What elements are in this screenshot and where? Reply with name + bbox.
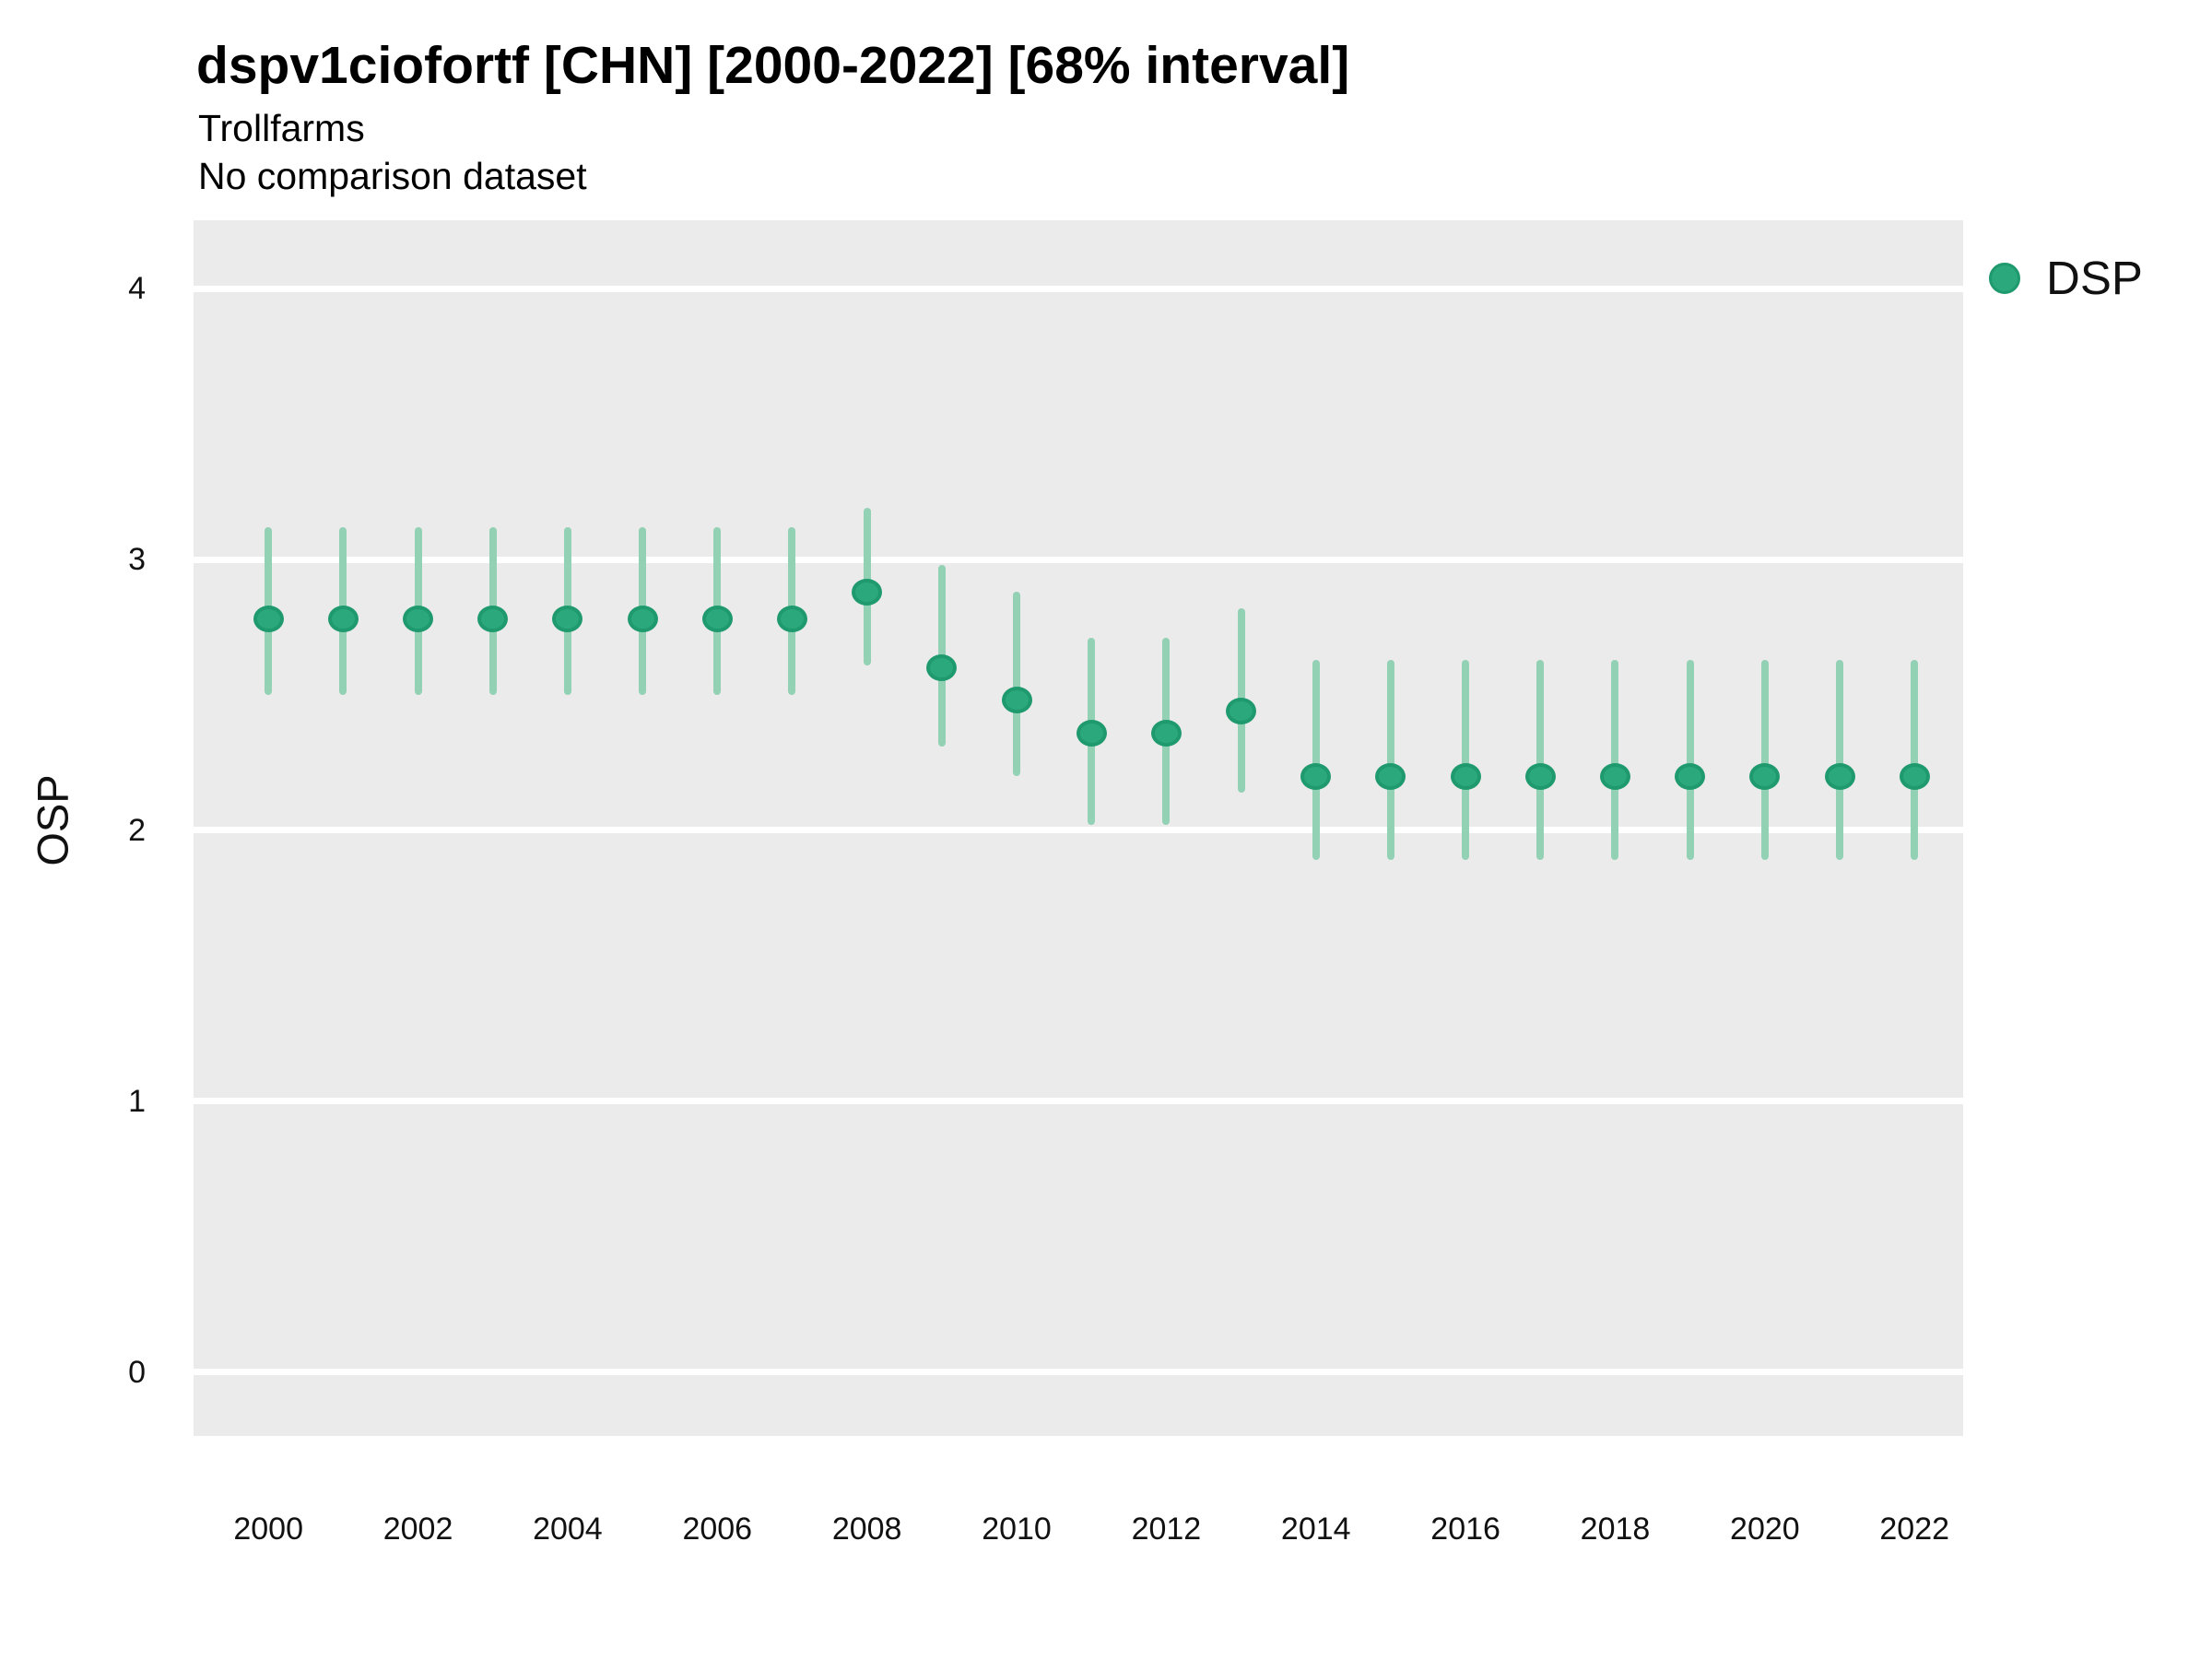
data-point [1300, 762, 1332, 790]
data-point [776, 606, 807, 633]
legend: DSP [1989, 251, 2143, 305]
interval-line [1536, 659, 1545, 861]
data-point [1899, 762, 1930, 790]
data-point [1749, 762, 1781, 790]
data-point [1524, 762, 1556, 790]
data-point [1150, 719, 1182, 747]
data-point [1076, 719, 1107, 747]
gridline [194, 1098, 1963, 1105]
interval-line [1911, 659, 1919, 861]
data-point [701, 606, 733, 633]
y-axis-tick-label: 4 [128, 271, 146, 307]
y-axis-tick-label: 2 [128, 812, 146, 848]
y-axis-title: OSP [28, 774, 77, 866]
data-point [627, 606, 658, 633]
x-axis-tick-label: 2000 [233, 1512, 303, 1547]
x-axis-tick-label: 2016 [1430, 1512, 1500, 1547]
gridline [194, 1369, 1963, 1376]
y-axis-tick-label: 3 [128, 542, 146, 578]
x-axis-tick-label: 2022 [1879, 1512, 1950, 1547]
data-point [1226, 698, 1257, 725]
data-point [1450, 762, 1481, 790]
data-point [253, 606, 284, 633]
y-axis-tick-label: 1 [128, 1083, 146, 1119]
interval-line [1760, 659, 1769, 861]
x-axis-tick-label: 2002 [382, 1512, 453, 1547]
data-point [1675, 762, 1706, 790]
x-axis-tick-label: 2004 [533, 1512, 603, 1547]
legend-label: DSP [2046, 252, 2143, 304]
data-point [1824, 762, 1855, 790]
interval-line [1386, 659, 1394, 861]
page-title: dspv1ciofortf [CHN] [2000-2022] [68% int… [196, 36, 1350, 95]
data-point [403, 606, 434, 633]
plot-panel [194, 220, 1963, 1436]
x-axis-tick-label: 2008 [831, 1512, 902, 1547]
interval-line [1462, 659, 1470, 861]
interval-line [1611, 659, 1619, 861]
data-point [1001, 687, 1032, 714]
y-axis-tick-label: 0 [128, 1354, 146, 1390]
x-axis-tick-label: 2012 [1131, 1512, 1202, 1547]
interval-line [1312, 659, 1320, 861]
legend-dot-icon [1989, 262, 2020, 294]
x-axis-tick-label: 2010 [982, 1512, 1052, 1547]
data-point [926, 654, 958, 682]
x-axis-tick-label: 2020 [1730, 1512, 1800, 1547]
data-point [477, 606, 509, 633]
interval-line [1836, 659, 1844, 861]
data-point [1375, 762, 1406, 790]
gridline [194, 556, 1963, 563]
data-point [327, 606, 359, 633]
interval-line [1013, 592, 1021, 777]
x-axis-tick-label: 2018 [1580, 1512, 1651, 1547]
chart-subtitle: Trollfarms [198, 107, 365, 149]
x-axis-tick-label: 2006 [682, 1512, 753, 1547]
data-point [852, 578, 883, 606]
chart-note: No comparison dataset [198, 155, 587, 197]
gridline [194, 827, 1963, 834]
x-axis-tick-label: 2014 [1280, 1512, 1351, 1547]
data-point [552, 606, 583, 633]
data-point [1599, 762, 1630, 790]
interval-line [1686, 659, 1694, 861]
gridline [194, 285, 1963, 292]
